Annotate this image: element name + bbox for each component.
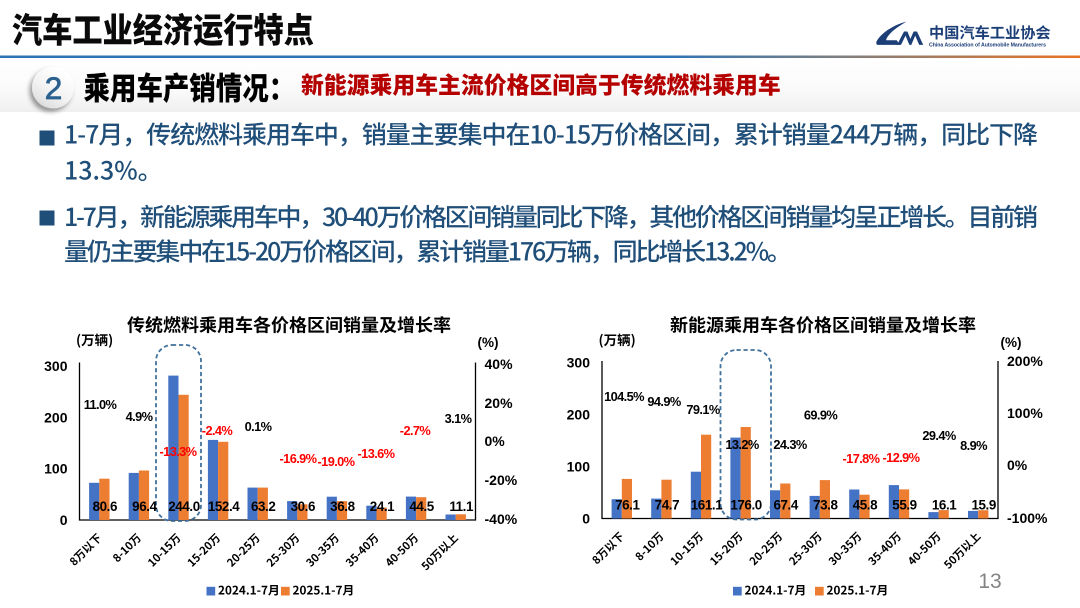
svg-text:45.8: 45.8 [853,498,878,513]
svg-text:104.5%: 104.5% [604,389,645,404]
svg-text:0%: 0% [485,433,506,449]
svg-text:29.4%: 29.4% [922,428,957,443]
svg-text:-12.9%: -12.9% [883,450,921,465]
svg-text:-100%: -100% [1007,510,1048,526]
svg-text:67.4: 67.4 [773,498,798,513]
svg-text:244.0: 244.0 [168,499,200,514]
svg-text:8.9%: 8.9% [960,438,988,453]
svg-text:44.5: 44.5 [409,499,434,514]
svg-text:16.1: 16.1 [932,498,957,513]
svg-text:-19.0%: -19.0% [318,454,356,469]
svg-text:13.2%: 13.2% [725,437,760,452]
svg-text:80.6: 80.6 [93,499,117,514]
svg-text:36.8: 36.8 [330,499,355,514]
svg-text:96.4: 96.4 [132,499,157,514]
svg-text:20%: 20% [485,395,514,411]
svg-text:0.1%: 0.1% [245,419,273,434]
svg-text:300: 300 [44,358,68,374]
svg-text:200%: 200% [1007,353,1043,369]
svg-text:176.0: 176.0 [730,498,762,513]
svg-text:161.1: 161.1 [691,498,723,513]
svg-text:55.9: 55.9 [892,498,916,513]
svg-text:74.7: 74.7 [655,498,679,513]
svg-text:China Association of Automobil: China Association of Automobile Manufact… [929,43,1046,49]
svg-text:(%): (%) [1001,335,1022,350]
svg-text:152.4: 152.4 [208,499,240,514]
svg-text:2: 2 [45,70,63,106]
svg-text:-13.3%: -13.3% [160,444,198,459]
svg-text:69.9%: 69.9% [804,407,839,422]
svg-text:40%: 40% [485,356,514,372]
svg-text:24.1: 24.1 [370,499,395,514]
svg-text:13: 13 [978,570,1001,593]
svg-text:-40%: -40% [485,511,518,527]
svg-text:100: 100 [44,461,68,477]
svg-text:0: 0 [582,511,590,527]
svg-text:63.2: 63.2 [251,499,275,514]
svg-text:200: 200 [567,407,591,423]
svg-text:-17.8%: -17.8% [843,451,881,466]
svg-text:-16.9%: -16.9% [280,451,318,466]
svg-text:30.6: 30.6 [291,499,315,514]
svg-text:76.1: 76.1 [615,498,640,513]
svg-text:100%: 100% [1007,405,1043,421]
svg-text:200: 200 [44,409,68,425]
svg-text:73.8: 73.8 [813,498,838,513]
svg-text:79.1%: 79.1% [686,402,721,417]
svg-text:94.9%: 94.9% [647,394,682,409]
svg-text:4.9%: 4.9% [126,409,154,424]
svg-text:-13.6%: -13.6% [358,446,396,461]
svg-text:100: 100 [567,459,591,475]
svg-text:3.1%: 3.1% [445,411,473,426]
svg-text:11.1: 11.1 [449,499,474,514]
svg-text:300: 300 [567,355,591,371]
svg-text:0%: 0% [1007,457,1028,473]
svg-text:0: 0 [60,512,68,528]
svg-text:-2.4%: -2.4% [202,423,234,438]
svg-text:24.3%: 24.3% [773,437,808,452]
svg-text:(%): (%) [478,335,499,350]
svg-text:-2.7%: -2.7% [400,423,432,438]
svg-text:15.9: 15.9 [971,498,995,513]
svg-text:-20%: -20% [485,472,518,488]
svg-text:11.0%: 11.0% [84,397,118,412]
